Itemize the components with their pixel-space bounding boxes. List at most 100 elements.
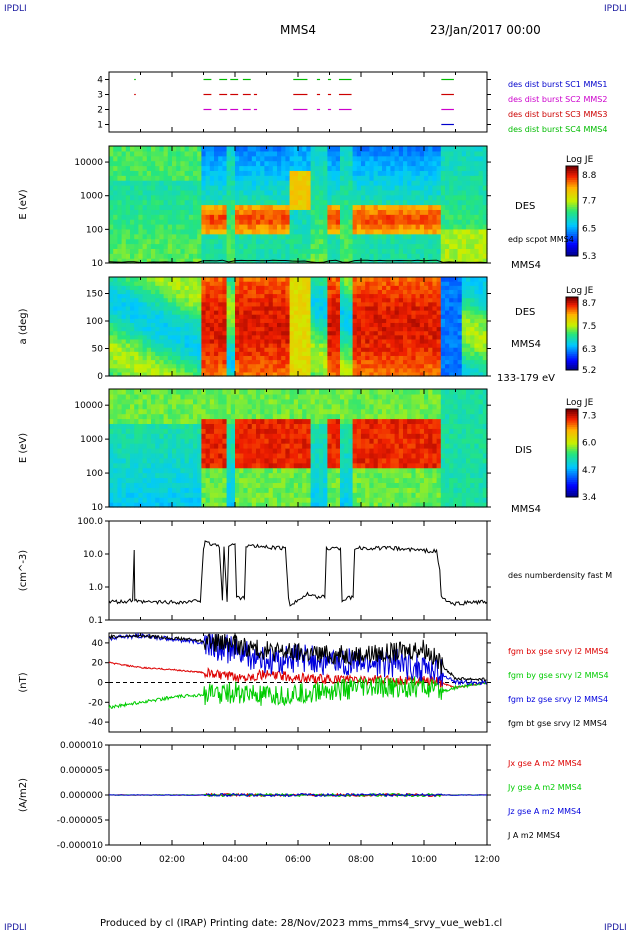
des-pitch-cell [222,289,228,295]
des-energy-cell [205,253,211,259]
des-energy-cell [235,160,240,167]
des-energy-cell [222,150,228,157]
des-energy-cell [243,194,249,201]
des-pitch-cell [214,314,219,319]
des-pitch-cell [319,289,324,295]
dis-energy-cell [134,497,139,503]
des-energy-cell [298,160,303,167]
dis-energy-cell [109,389,114,395]
des-pitch-cell [163,310,169,315]
des-energy-cell [445,219,450,225]
des-pitch-cell [117,359,123,365]
des-energy-cell [167,155,173,162]
des-pitch-cell [184,277,190,282]
des-pitch-cell [260,285,265,290]
des-pitch-cell [167,293,173,299]
dis-energy-cell [109,462,114,469]
des-energy-cell [277,228,282,235]
des-energy-cell [281,204,286,210]
dis-energy-cell [109,443,114,449]
des-pitch-cell [285,322,291,328]
des-energy-cell [361,224,366,230]
des-pitch-cell [109,355,114,361]
des-energy-cell [125,248,131,254]
des-pitch-cell [155,318,160,323]
des-energy-colorbar-tick-label: 5.3 [582,252,596,262]
dis-energy-cell [155,477,160,484]
des-energy-cell [369,214,375,220]
des-energy-cell [214,146,219,152]
des-energy-cell [172,253,177,259]
des-energy-cell [335,204,341,210]
des-pitch-cell [348,347,354,352]
des-energy-cell [436,175,442,181]
des-energy-cell [293,150,299,157]
des-energy-cell [356,155,362,162]
des-energy-cell [264,219,270,225]
des-energy-cell [403,219,408,225]
des-energy-cell [214,199,219,206]
des-pitch-cell [403,347,408,352]
des-energy-cell [172,248,177,254]
des-pitch-cell [327,355,333,361]
des-pitch-cell [172,318,177,323]
des-energy-cell [155,243,160,249]
des-energy-cell [327,185,333,191]
des-pitch-cell [449,310,454,315]
des-pitch-cell [113,359,118,365]
des-energy-cell [268,175,274,181]
des-energy-cell [407,209,412,215]
des-pitch-cell [436,343,442,348]
des-pitch-cell [264,338,270,344]
des-energy-cell [113,194,118,201]
des-pitch-cell [369,330,375,336]
des-pitch-cell [117,334,123,340]
des-pitch-cell [260,277,265,282]
des-energy-cell [466,253,471,259]
des-pitch-cell [394,363,400,369]
des-pitch-cell [281,347,286,352]
des-pitch-cell [155,359,160,365]
des-energy-cell [134,160,139,167]
des-energy-cell [394,243,400,249]
des-pitch-cell [411,326,417,332]
des-energy-cell [373,228,379,235]
des-pitch-cell [184,297,190,303]
dis-energy-cell [163,487,169,493]
des-pitch-cell [235,281,240,286]
dis-energy-cell [138,413,144,420]
des-pitch-cell [188,301,194,307]
des-pitch-cell [361,301,366,307]
dis-energy-cell [125,413,131,420]
des-energy-cell [138,253,144,259]
dis-energy-cell [163,389,169,395]
des-pitch-cell [138,326,144,332]
des-energy-cell [302,233,307,240]
des-pitch-cell [226,330,232,336]
des-energy-cell [474,214,480,220]
des-pitch-cell [172,359,177,365]
des-energy-cell [272,248,278,254]
des-pitch-cell [302,367,307,373]
des-energy-cell [298,175,303,181]
des-pitch-cell [155,305,160,311]
des-pitch-cell [419,314,425,319]
des-pitch-cell [159,338,165,344]
dis-energy-cell [109,457,114,464]
des-energy-cell [411,170,417,176]
des-pitch-cell [293,277,299,282]
des-energy-cell [188,170,194,176]
des-pitch-cell [138,318,144,323]
des-energy-cell [193,219,198,225]
des-pitch-cell [159,297,165,303]
des-energy-cell [209,243,215,249]
des-pitch-cell [226,301,232,307]
dis-energy-cell [155,452,160,459]
dis-energy-cell [172,457,177,464]
des-energy-cell [369,209,375,215]
des-pitch-colorbar-cell [566,298,578,302]
des-energy-cell [365,204,370,210]
des-pitch-cell [449,355,454,361]
des-pitch-cell [403,351,408,356]
des-energy-cell [319,224,324,230]
